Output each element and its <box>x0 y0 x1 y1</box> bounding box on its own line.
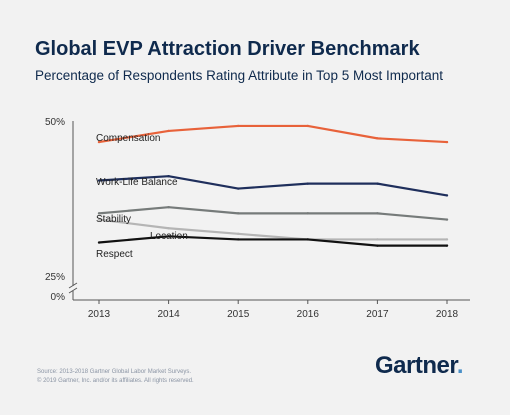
series-line-work-life-balance <box>98 175 448 197</box>
chart-series-labels: Compensation Work-Life Balance Stability Lo… <box>96 133 188 260</box>
data-point <box>376 212 379 215</box>
data-point <box>167 205 170 209</box>
data-point <box>237 124 240 128</box>
series-line-location <box>98 218 447 241</box>
data-point <box>97 140 101 144</box>
data-point <box>376 244 379 247</box>
x-tick-label: 2015 <box>227 309 250 320</box>
axis-break-mark <box>68 287 78 294</box>
gartner-logo: Gartner. <box>375 352 464 380</box>
data-point <box>306 182 309 185</box>
data-point <box>306 238 309 241</box>
data-point <box>237 212 240 215</box>
axis-break-mark <box>68 282 78 289</box>
data-point <box>97 241 101 244</box>
data-point <box>167 235 170 238</box>
data-point <box>237 232 240 236</box>
chart-footer: Source: 2013-2018 Gartner Global Labor M… <box>37 368 194 386</box>
data-point <box>445 238 449 241</box>
data-point <box>445 218 449 221</box>
x-tick-label: 2014 <box>157 309 180 320</box>
brand-name: Gartner <box>375 352 457 379</box>
chart-subtitle: Percentage of Respondents Rating Attribu… <box>35 68 443 83</box>
series-label: Location <box>150 231 188 242</box>
series-line-compensation <box>98 124 448 144</box>
x-tick-label: 2016 <box>297 309 320 320</box>
data-point <box>97 218 101 221</box>
y-tick-label: 25% <box>45 272 65 283</box>
series-line-respect <box>98 235 447 247</box>
data-point <box>306 124 309 128</box>
data-point <box>445 194 449 197</box>
chart-axes: 50% 25% 0% 2013 2014 2015 2016 2017 2018 <box>45 117 470 320</box>
x-tick-label: 2018 <box>436 309 459 320</box>
series-label: Compensation <box>96 133 160 144</box>
data-point <box>97 212 101 215</box>
y-tick-label: 0% <box>51 292 66 303</box>
data-point <box>167 129 170 133</box>
data-point <box>167 174 170 178</box>
data-point <box>167 227 170 230</box>
series-label: Respect <box>96 249 133 260</box>
data-point <box>445 140 449 144</box>
y-tick-label: 50% <box>45 117 65 128</box>
chart-title: Global EVP Attraction Driver Benchmark <box>35 38 420 60</box>
data-point <box>97 179 101 182</box>
series-label: Stability <box>96 214 131 225</box>
chart-series <box>97 124 449 247</box>
copyright-note: © 2019 Gartner, Inc. and/or its affiliat… <box>37 378 194 384</box>
data-point <box>376 182 379 185</box>
data-point <box>376 137 379 140</box>
source-note: Source: 2013-2018 Gartner Global Labor M… <box>37 369 192 375</box>
data-point <box>376 238 379 241</box>
x-tick-label: 2017 <box>366 309 389 320</box>
data-point <box>237 238 240 241</box>
x-tick-label: 2013 <box>88 309 111 320</box>
brand-dot: . <box>456 352 464 379</box>
data-point <box>237 187 240 190</box>
data-point <box>306 212 309 215</box>
series-line-stability <box>98 206 448 221</box>
series-label: Work-Life Balance <box>96 177 178 188</box>
data-point <box>445 244 449 247</box>
